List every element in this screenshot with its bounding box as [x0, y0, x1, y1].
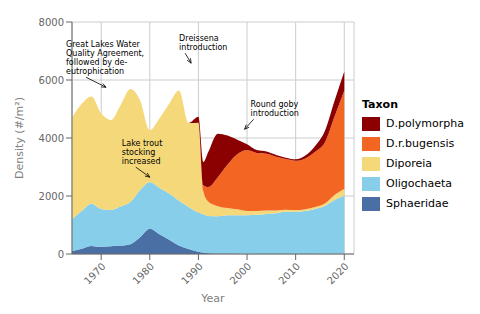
- svg-text:1970: 1970: [82, 261, 108, 287]
- html-text:Sphaeridae: Sphaeridae: [386, 197, 449, 210]
- svg-text:Lake troutstockingincreased: Lake troutstockingincreased: [122, 139, 163, 166]
- html-text:Oligochaeta: Oligochaeta: [386, 177, 453, 190]
- svg-text:Density (#/m²): Density (#/m²): [13, 97, 26, 179]
- svg-text:8000: 8000: [39, 17, 64, 28]
- html-text:Diporeia: Diporeia: [386, 157, 433, 170]
- svg-text:2020: 2020: [325, 261, 351, 287]
- svg-text:1980: 1980: [130, 261, 156, 287]
- svg-text:Dreissenaintroduction: Dreissenaintroduction: [179, 34, 227, 52]
- svg-text:0: 0: [58, 249, 64, 260]
- svg-text:2000: 2000: [228, 261, 254, 287]
- svg-text:Year: Year: [200, 292, 225, 305]
- html-text:D.r.bugensis: D.r.bugensis: [386, 137, 455, 150]
- svg-text:1990: 1990: [179, 261, 205, 287]
- svg-text:4000: 4000: [39, 133, 64, 144]
- html-text:Taxon: Taxon: [362, 97, 398, 111]
- svg-text:Round gobyintroduction: Round gobyintroduction: [251, 100, 299, 118]
- svg-text:Great Lakes WaterQuality Agree: Great Lakes WaterQuality Agreement,follo…: [66, 40, 144, 76]
- svg-text:2010: 2010: [276, 261, 302, 287]
- html-text:D.polymorpha: D.polymorpha: [386, 117, 464, 130]
- svg-text:2000: 2000: [39, 191, 64, 202]
- svg-text:6000: 6000: [39, 75, 64, 86]
